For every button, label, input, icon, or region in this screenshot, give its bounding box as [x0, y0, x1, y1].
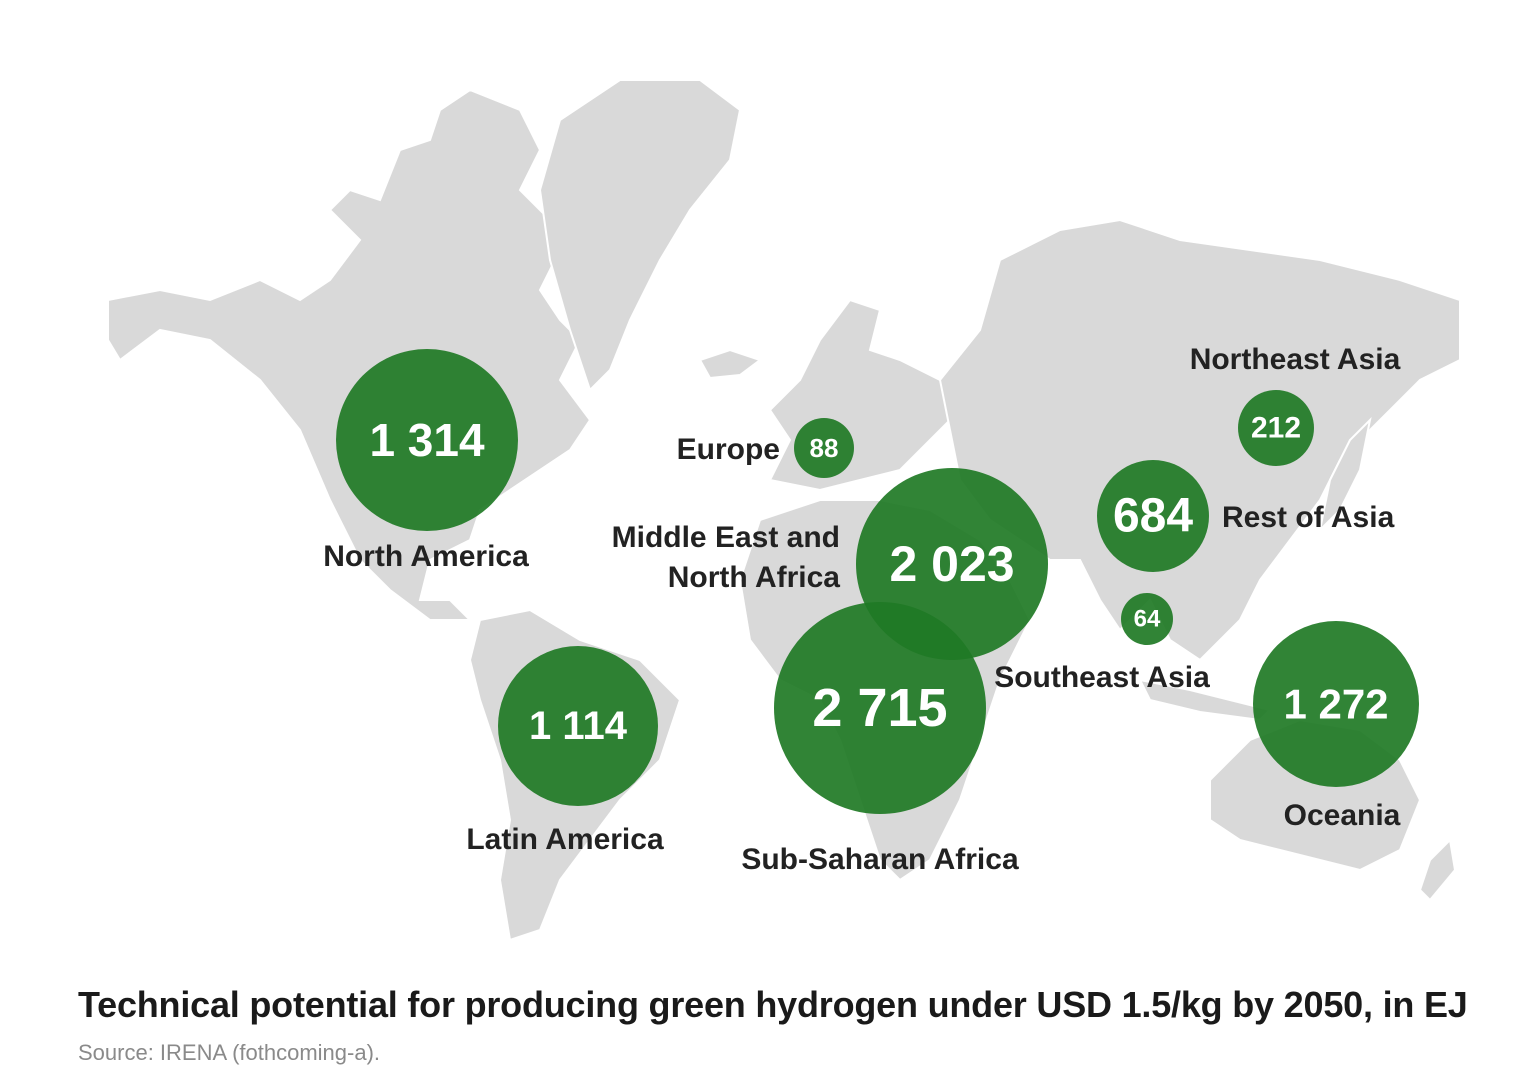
- bubble-oceania: [1253, 621, 1419, 787]
- label-oceania: Oceania: [1284, 799, 1401, 832]
- bubble-southeast-asia: [1121, 593, 1173, 645]
- label-southeast-asia: Southeast Asia: [994, 661, 1210, 694]
- land-greenland: [538, 79, 742, 392]
- value-latin-america: 1 114: [529, 704, 628, 748]
- value-north-america: 1 314: [369, 414, 485, 466]
- value-oceania: 1 272: [1283, 681, 1388, 728]
- label-rest-of-asia: Rest of Asia: [1222, 501, 1395, 534]
- bubbles: 1 314 1 114 88 2 715 2 023 212 684 64 1 …: [336, 349, 1419, 814]
- source-note: Source: IRENA (fothcoming-a).: [78, 1040, 381, 1065]
- label-latin-america: Latin America: [466, 823, 664, 856]
- value-mena: 2 023: [889, 536, 1014, 592]
- bubble-northeast-asia: [1238, 390, 1314, 466]
- value-europe: 88: [810, 433, 839, 463]
- label-europe: Europe: [677, 433, 780, 466]
- bubble-latin-america: [498, 646, 658, 806]
- bubble-mena: [856, 468, 1048, 660]
- chart-title: Technical potential for producing green …: [78, 984, 1468, 1025]
- value-ssa: 2 715: [812, 678, 947, 738]
- bubble-rest-of-asia: [1097, 460, 1209, 572]
- world-map: 1 314 1 114 88 2 715 2 023 212 684 64 1 …: [107, 79, 1461, 942]
- label-ssa: Sub-Saharan Africa: [741, 843, 1019, 876]
- label-mena-line1: Middle East and: [612, 521, 840, 554]
- region-labels: North America Latin America Europe Middl…: [323, 343, 1400, 876]
- value-southeast-asia: 64: [1134, 606, 1161, 633]
- value-rest-of-asia: 684: [1113, 490, 1193, 543]
- land-new-zealand: [1418, 837, 1457, 902]
- label-mena-line2: North Africa: [668, 561, 841, 594]
- land-japan: [1318, 416, 1372, 534]
- land-iceland: [698, 348, 763, 380]
- label-northeast-asia: Northeast Asia: [1190, 343, 1401, 376]
- bubble-north-america: [336, 349, 518, 531]
- label-north-america: North America: [323, 540, 529, 573]
- value-northeast-asia: 212: [1251, 412, 1301, 445]
- bubble-europe: [794, 418, 854, 478]
